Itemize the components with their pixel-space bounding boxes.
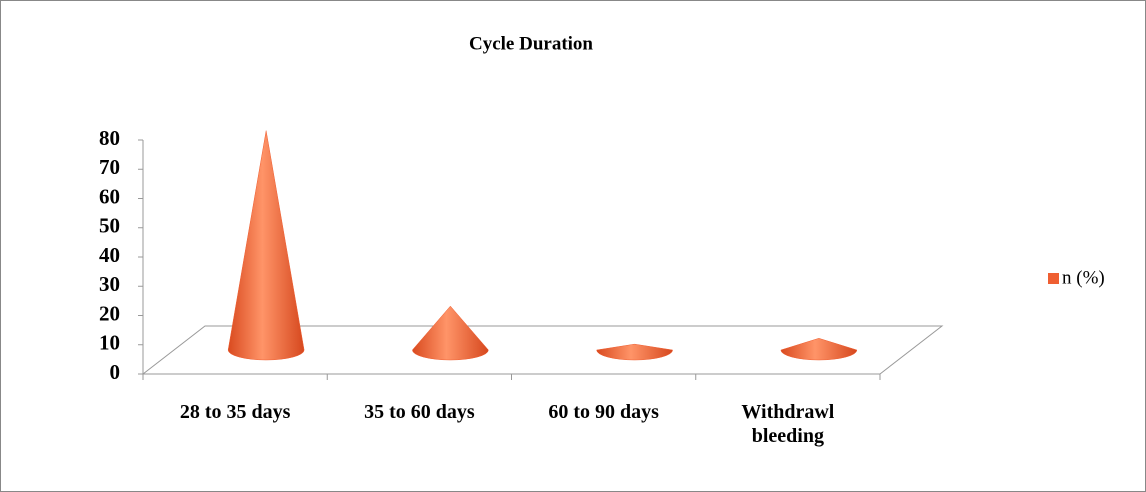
legend-label: n (%) [1062,267,1105,288]
cone [596,343,673,361]
x-tick-label: 28 to 35 days [179,401,291,423]
y-tick-label: 10 [99,331,120,355]
chart-title: Cycle Duration [469,33,593,54]
floor [142,325,944,375]
cone-body [596,343,673,361]
cone-body [780,338,858,361]
legend-swatch [1048,273,1059,284]
x-tick-label-box: 60 to 90 days [548,401,659,423]
y-tick-label: 40 [99,243,120,267]
x-tick-label: 35 to 60 days [364,401,475,423]
cone [412,305,489,361]
y-tick-label: 30 [99,272,120,296]
y-tick-label: 0 [110,360,121,384]
cone [227,130,305,361]
x-tick-label: Withdrawl bleeding [741,401,835,447]
x-tick-label-box: 35 to 60 days [364,401,475,423]
y-tick-label: 70 [99,155,120,179]
cone [780,338,858,361]
x-tick-label-box: Withdrawl bleeding [741,401,835,447]
cone-body [412,305,489,361]
y-tick-label: 50 [99,214,120,238]
x-tick-label: 60 to 90 days [548,401,659,423]
y-tick-label: 60 [99,184,120,208]
y-tick-label: 80 [99,126,120,150]
cone-body [227,130,305,361]
x-tick-label-box: 28 to 35 days [179,401,291,423]
y-tick-label: 20 [99,301,120,325]
